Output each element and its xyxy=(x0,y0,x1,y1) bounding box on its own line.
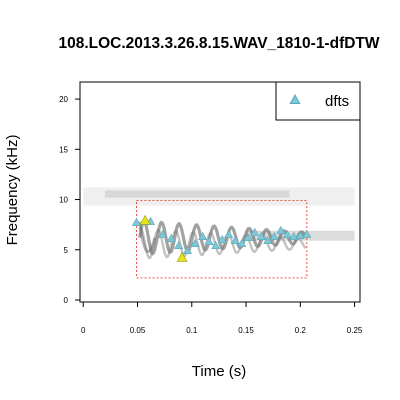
dfts-point xyxy=(131,217,141,226)
dfts-point xyxy=(190,238,200,247)
dfts-point xyxy=(166,233,176,242)
y-tick-label: 0 xyxy=(64,296,69,305)
dfts-point xyxy=(243,232,253,241)
dfts-point xyxy=(224,229,234,238)
dfts-point xyxy=(204,236,214,245)
y-tick-label: 20 xyxy=(59,95,68,104)
chart-title: 108.LOC.2013.3.26.8.15.WAV_1810-1-dfDTW xyxy=(58,35,379,52)
highlight-point xyxy=(139,214,151,225)
call-trace xyxy=(138,219,307,256)
dfts-point xyxy=(289,231,299,240)
dfts-point xyxy=(230,235,240,244)
legend-marker-dfts xyxy=(289,93,301,104)
dfts-point xyxy=(174,240,184,249)
x-tick-label: 0.1 xyxy=(186,326,198,335)
dfts-point xyxy=(269,231,279,240)
dfts-point xyxy=(217,234,227,243)
x-tick-label: 0.2 xyxy=(295,326,307,335)
x-tick-label: 0.05 xyxy=(130,326,146,335)
noise-band xyxy=(83,187,355,206)
dfts-point xyxy=(295,230,305,239)
x-tick-label: 0.25 xyxy=(347,326,363,335)
dfts-point xyxy=(250,227,260,236)
x-axis: 0 0.05 0.1 0.15 0.2 0.25 xyxy=(81,301,363,335)
dfts-point xyxy=(157,229,167,238)
y-axis-label: Frequency (kHz) xyxy=(4,135,21,246)
dfts-point xyxy=(182,245,192,255)
call-trace xyxy=(138,227,307,260)
x-tick-label: 0.15 xyxy=(238,326,254,335)
data-points xyxy=(131,214,312,262)
legend: dfts xyxy=(275,81,361,121)
selection-box-layer xyxy=(135,200,308,279)
highlight-point xyxy=(176,251,188,262)
noise-band xyxy=(104,190,290,198)
dfts-point xyxy=(276,225,286,234)
x-axis-label: Time (s) xyxy=(192,363,246,380)
legend-label-dfts: dfts xyxy=(325,93,349,110)
legend-box xyxy=(275,81,361,121)
y-tick-label: 10 xyxy=(59,196,68,205)
x-tick-label: 0 xyxy=(81,326,86,335)
y-tick-label: 15 xyxy=(59,145,68,154)
dfts-point xyxy=(263,235,273,244)
y-axis: 0 5 10 15 20 xyxy=(59,95,81,305)
call-trace xyxy=(138,221,157,253)
dfts-point xyxy=(302,229,312,238)
dfts-point xyxy=(198,231,208,240)
dfts-point xyxy=(237,238,247,247)
dfts-point xyxy=(282,229,292,238)
selection-box xyxy=(135,200,308,279)
dfts-point xyxy=(256,231,266,240)
dfts-point xyxy=(211,240,221,249)
y-tick-label: 5 xyxy=(64,246,69,255)
